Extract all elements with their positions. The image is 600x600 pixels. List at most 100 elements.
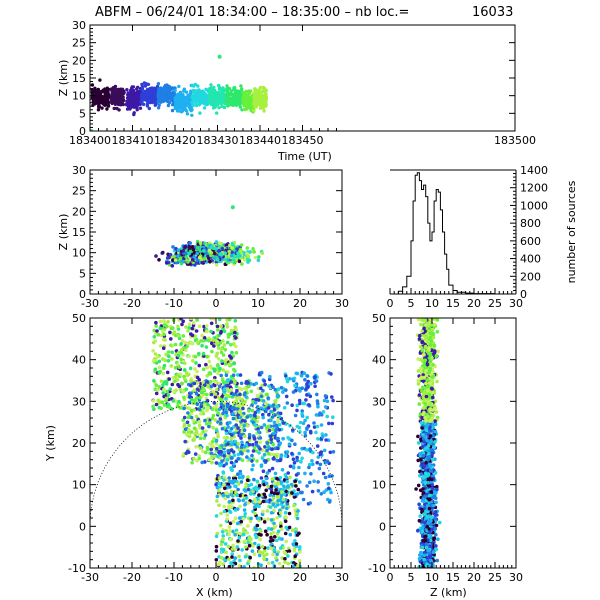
source-point: [293, 413, 298, 418]
source-point: [207, 371, 212, 376]
source-point: [286, 471, 291, 475]
source-point: [173, 366, 178, 370]
source-point: [228, 243, 232, 248]
source-point: [125, 88, 129, 92]
source-point: [286, 436, 290, 440]
source-point: [150, 87, 154, 92]
source-point: [169, 326, 174, 331]
source-point: [234, 423, 238, 427]
source-point: [209, 447, 213, 452]
source-point: [194, 361, 198, 365]
source-point: [280, 556, 285, 560]
source-point: [290, 451, 294, 456]
source-point: [217, 381, 221, 386]
source-point: [261, 412, 265, 417]
source-point: [205, 398, 210, 403]
source-point: [189, 408, 194, 413]
source-point: [274, 427, 279, 432]
source-point: [218, 384, 222, 389]
source-point: [328, 450, 333, 455]
source-point: [204, 324, 209, 328]
y-tick-label: 0: [79, 125, 86, 138]
source-point: [270, 447, 275, 451]
source-point: [272, 457, 276, 461]
source-point: [327, 474, 332, 478]
source-point: [285, 450, 290, 454]
source-point: [131, 88, 136, 93]
source-point: [194, 420, 198, 425]
source-point: [186, 100, 190, 105]
source-point: [269, 434, 273, 439]
source-point: [266, 546, 270, 550]
source-point: [280, 468, 285, 472]
source-point: [229, 467, 234, 472]
source-point: [183, 244, 187, 249]
source-point: [208, 379, 213, 384]
source-point: [315, 392, 319, 397]
source-point: [143, 84, 148, 88]
time-ylabel: Z (km): [57, 60, 70, 97]
source-point: [316, 455, 321, 459]
source-point: [250, 453, 254, 458]
source-point: [245, 455, 249, 459]
source-point: [162, 85, 167, 89]
source-point: [187, 244, 192, 249]
source-point: [316, 480, 320, 484]
source-point: [295, 403, 300, 408]
source-point: [240, 440, 244, 445]
source-point: [170, 382, 175, 387]
source-point: [111, 100, 115, 105]
source-point: [183, 251, 188, 255]
source-point: [308, 394, 313, 399]
x-tick-label: 0: [387, 297, 394, 310]
source-point: [288, 423, 292, 428]
source-point: [119, 101, 124, 106]
source-point: [202, 335, 207, 340]
source-point: [221, 411, 225, 416]
source-point: [248, 105, 252, 109]
source-point: [238, 408, 243, 413]
source-point: [157, 370, 161, 375]
source-point: [224, 528, 229, 533]
source-point: [167, 354, 171, 359]
source-point: [237, 396, 242, 400]
source-point: [177, 365, 182, 370]
source-point: [281, 390, 285, 394]
source-point: [218, 417, 223, 421]
source-point: [152, 379, 156, 383]
source-point: [164, 261, 169, 265]
source-point: [219, 347, 224, 351]
source-point: [229, 456, 234, 460]
source-point: [94, 90, 98, 95]
source-point: [183, 107, 187, 112]
source-point: [261, 388, 265, 393]
source-point: [188, 366, 193, 371]
source-point: [271, 403, 276, 407]
source-point: [109, 96, 114, 101]
source-point: [238, 433, 243, 437]
source-point: [152, 407, 156, 412]
source-point: [202, 249, 206, 253]
source-point: [267, 468, 272, 473]
source-point: [210, 407, 215, 412]
source-point: [203, 418, 207, 423]
source-point: [161, 383, 165, 387]
source-point: [330, 421, 335, 426]
source-point: [104, 92, 108, 97]
source-point: [322, 398, 327, 403]
source-point: [191, 401, 196, 405]
source-point: [215, 257, 220, 262]
source-point: [176, 248, 181, 252]
source-point: [305, 385, 310, 390]
source-point: [303, 418, 307, 423]
source-point: [225, 322, 229, 326]
source-point: [270, 477, 275, 481]
source-point: [242, 424, 246, 428]
source-point: [182, 368, 187, 372]
source-point: [208, 87, 212, 91]
source-point: [216, 357, 221, 361]
source-point: [184, 90, 189, 94]
x-tick-label: 20: [467, 297, 481, 310]
source-point: [298, 459, 303, 464]
source-point: [217, 85, 222, 90]
